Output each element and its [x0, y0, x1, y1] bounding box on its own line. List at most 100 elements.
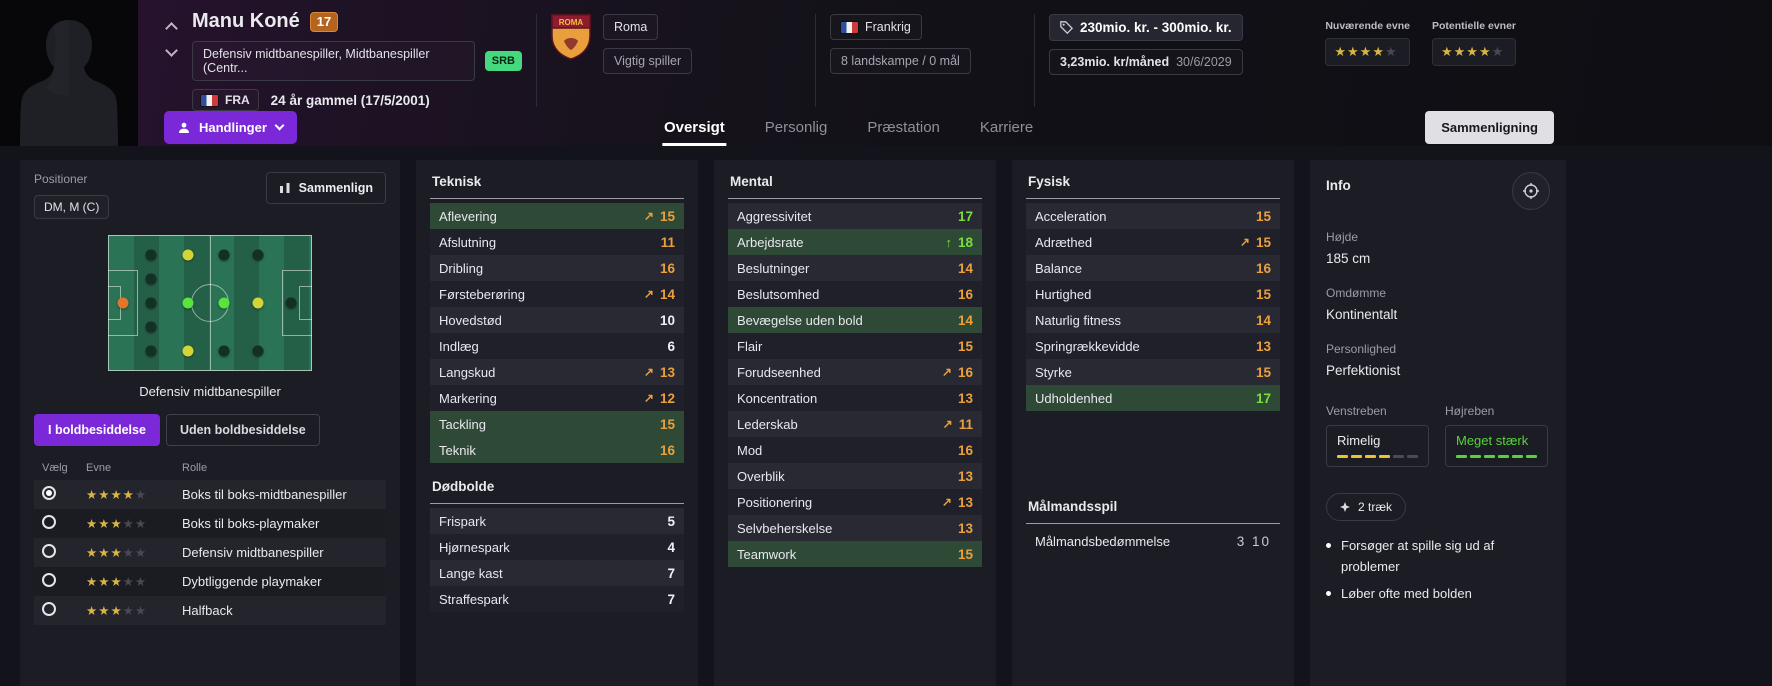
- attribute-row-hjørnespark: Hjørnespark 4: [430, 534, 684, 560]
- possession-toggle-uden-boldbesiddelse[interactable]: Uden boldbesiddelse: [165, 414, 320, 446]
- star-empty-icon: ★: [134, 488, 148, 502]
- traits-badge-label: 2 træk: [1358, 500, 1393, 514]
- attribute-value: 7: [667, 591, 675, 607]
- actions-button[interactable]: Handlinger: [164, 111, 297, 144]
- attribute-value: 13: [957, 494, 973, 510]
- attribute-row-indlæg: Indlæg 6: [430, 333, 684, 359]
- current-ability-stars: ★★★★★: [1325, 38, 1410, 66]
- star-empty-icon: ★: [122, 604, 135, 618]
- star-empty-icon: ★: [134, 575, 148, 589]
- current-ability-label: Nuværende evne: [1325, 20, 1410, 32]
- attribute-name: Lederskab: [737, 416, 798, 432]
- attribute-name: Adræthed: [1035, 234, 1093, 250]
- role-row-boks-til-boks-playmaker[interactable]: ★★★★★ Boks til boks-playmaker: [34, 509, 386, 538]
- france-flag-icon: [841, 21, 858, 33]
- price-tag-icon: [1060, 21, 1073, 34]
- roles-table-header: Vælg Evne Rolle: [34, 462, 386, 474]
- foot-højreben: Højreben Meget stærk: [1445, 404, 1548, 467]
- attribute-value: 14: [957, 312, 973, 328]
- comparison-button[interactable]: Sammenligning: [1425, 111, 1554, 144]
- attribute-name: Indlæg: [439, 338, 479, 354]
- chevron-down-icon: [274, 120, 285, 131]
- previous-player-button[interactable]: [164, 22, 178, 32]
- role-radio[interactable]: [42, 544, 56, 558]
- player-age: 24 år gammel (17/5/2001): [270, 92, 430, 108]
- dash-filled: [1498, 455, 1509, 458]
- compare-button[interactable]: Sammenlign: [265, 172, 386, 204]
- role-row-halfback[interactable]: ★★★★★ Halfback: [34, 596, 386, 625]
- attribute-change-icon: ↗: [941, 365, 952, 379]
- penalty-box-right: [282, 270, 312, 336]
- footedness-section: Venstreben Rimelig Højreben Meget stærk: [1326, 404, 1550, 467]
- attribute-name: Målmandsbedømmelse: [1035, 533, 1171, 549]
- technical-title: Teknisk: [430, 172, 684, 199]
- tab-personlig[interactable]: Personlig: [764, 118, 828, 136]
- traits-badge[interactable]: 2 træk: [1326, 493, 1407, 521]
- attribute-value: 17: [957, 208, 973, 224]
- star-filled-icon: ★: [1359, 44, 1373, 59]
- attribute-value: 12: [659, 390, 675, 406]
- transfer-value: 230mio. kr. - 300mio. kr.: [1080, 20, 1232, 35]
- attribute-value: 15: [1255, 286, 1271, 302]
- dash-filled: [1526, 455, 1537, 458]
- foot-strength-bar: [1337, 455, 1418, 458]
- role-star-rating: ★★★★★: [86, 545, 182, 560]
- attribute-value: 16: [957, 364, 973, 380]
- possession-toggle-i-boldbesiddelse[interactable]: I boldbesiddelse: [34, 414, 160, 446]
- role-row-defensiv-midtbanespiller[interactable]: ★★★★★ Defensiv midtbanespiller: [34, 538, 386, 567]
- club-name-chip[interactable]: Roma: [603, 14, 659, 40]
- attribute-row-naturlig-fitness: Naturlig fitness 14: [1026, 307, 1280, 333]
- info-field-label: Omdømme: [1326, 286, 1386, 300]
- attribute-row-hurtighed: Hurtighed 15: [1026, 281, 1280, 307]
- foot-strength-value: Meget stærk: [1456, 433, 1529, 448]
- transfer-value-chip: 230mio. kr. - 300mio. kr.: [1049, 14, 1243, 41]
- club-crest-icon: ROMA: [551, 14, 591, 60]
- roles-header-evne: Evne: [86, 462, 112, 474]
- role-radio[interactable]: [42, 573, 56, 587]
- foot-strength-box: Rimelig: [1326, 425, 1429, 467]
- pitch-dot-none: [145, 345, 157, 357]
- role-row-boks-til-boks-midtbanespiller[interactable]: ★★★★★ Boks til boks-midtbanespiller: [34, 480, 386, 509]
- attribute-value: 10: [659, 312, 675, 328]
- star-filled-icon: ★: [98, 604, 111, 618]
- info-field-personlighed: Personlighed Perfektionist: [1326, 342, 1550, 378]
- international-record-chip: 8 landskampe / 0 mål: [830, 48, 971, 74]
- info-field-label: Højde: [1326, 230, 1359, 244]
- club-section: ROMA Roma Vigtig spiller: [551, 14, 801, 74]
- dash-filled: [1512, 455, 1523, 458]
- pitch-dot-natural: [218, 297, 230, 309]
- attribute-value: 17: [1255, 390, 1271, 406]
- attribute-name: Acceleration: [1035, 208, 1107, 224]
- player-identity: Manu Koné 17 Defensiv midtbanespiller, M…: [192, 10, 522, 111]
- mental-attributes-panel: Mental Aggressivitet 17 Arbejdsrate ↑ 18 Besl…: [714, 160, 996, 686]
- attribute-row-koncentration: Koncentration 13: [728, 385, 982, 411]
- attribute-value: 13: [957, 468, 973, 484]
- attribute-row-selvbeherskelse: Selvbeherskelse 13: [728, 515, 982, 541]
- attribute-name: Overblik: [737, 468, 785, 484]
- role-row-dybtliggende-playmaker[interactable]: ★★★★★ Dybtliggende playmaker: [34, 567, 386, 596]
- role-radio-selected[interactable]: [42, 486, 56, 500]
- role-radio[interactable]: [42, 515, 56, 529]
- attribute-name: Selvbeherskelse: [737, 520, 833, 536]
- attribute-value: 13: [957, 390, 973, 406]
- star-filled-icon: ★: [86, 604, 99, 618]
- value-section: 230mio. kr. - 300mio. kr. 3,23mio. kr/må…: [1049, 14, 1267, 75]
- attribute-row-langskud: Langskud ↗ 13: [430, 359, 684, 385]
- attribute-row-springrækkevidde: Springrækkevidde 13: [1026, 333, 1280, 359]
- attribute-change-icon: ↗: [643, 209, 654, 223]
- next-player-button[interactable]: [164, 48, 178, 58]
- role-radio[interactable]: [42, 602, 56, 616]
- tab-karriere[interactable]: Karriere: [979, 118, 1034, 136]
- nation-chip[interactable]: Frankrig: [830, 14, 922, 40]
- role-name: Dybtliggende playmaker: [182, 574, 322, 589]
- attribute-name: Frispark: [439, 513, 486, 529]
- nationality-code: FRA: [225, 93, 250, 107]
- pitch-dot-none: [218, 345, 230, 357]
- player-focus-button[interactable]: [1512, 172, 1550, 210]
- attribute-row-beslutsomhed: Beslutsomhed 16: [728, 281, 982, 307]
- attribute-row-tackling: Tackling 15: [430, 411, 684, 437]
- positions-panel: Positioner DM, M (C) Sammenlign Defensiv…: [20, 160, 400, 686]
- tab-oversigt[interactable]: Oversigt: [661, 111, 727, 146]
- tab-præstation[interactable]: Præstation: [867, 118, 940, 136]
- pitch-dot-none: [145, 273, 157, 285]
